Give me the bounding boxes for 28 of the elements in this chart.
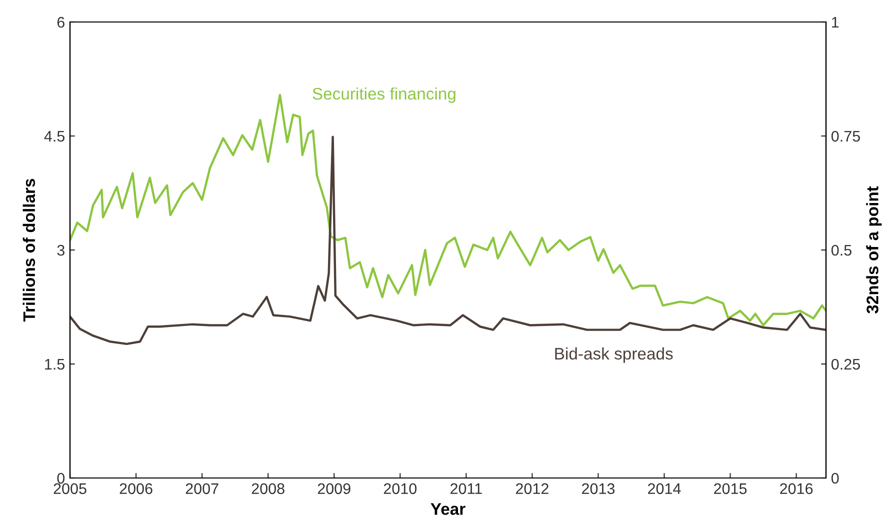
x-tick-label: 2007: [186, 483, 218, 494]
x-tick-label: 2006: [120, 483, 152, 494]
y-axis-title: Trillions of dollars: [22, 178, 36, 322]
x-tick-label: 2011: [450, 483, 482, 494]
y-tick-label: 6: [57, 16, 64, 28]
y-tick-label: 0: [57, 472, 65, 484]
y-tick-label: 1.5: [45, 359, 64, 370]
line-series: [70, 136, 826, 346]
y2-axis-title: 32nds of a point: [866, 186, 882, 314]
y-tick-label: 3: [57, 244, 64, 256]
x-axis-title: Year: [430, 503, 466, 515]
x-tick-label: 2008: [252, 483, 284, 494]
x-tick-label: 2014: [648, 483, 681, 494]
y2-tick-label: 0.75: [831, 130, 860, 142]
y2-tick-label: 0.25: [831, 358, 860, 370]
y2-tick-label: 0.5: [831, 244, 852, 256]
x-tick-label: 2016: [780, 483, 813, 494]
x-tick-label: 2005: [54, 483, 86, 494]
series-label: Securities financing: [312, 87, 456, 103]
x-tick-label: 2009: [318, 483, 350, 494]
x-tick-label: 2010: [384, 483, 417, 494]
x-tick-label: 2013: [582, 483, 615, 494]
y2-tick-label: 0: [831, 472, 839, 484]
x-tick-label: 2012: [516, 483, 548, 494]
series-label: Bid-ask spreads: [555, 347, 673, 363]
y2-tick-label: 1: [832, 17, 839, 28]
x-tick-label: 2015: [714, 483, 747, 494]
y-tick-label: 4.5: [44, 131, 64, 142]
